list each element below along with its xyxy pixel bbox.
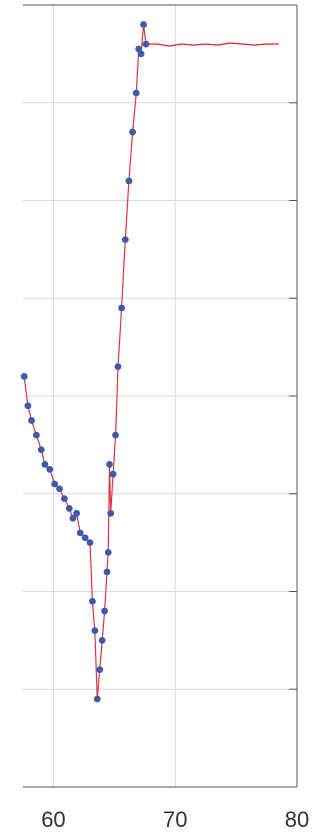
data-point xyxy=(98,636,106,644)
data-point xyxy=(132,89,140,97)
data-point xyxy=(103,568,111,576)
data-point xyxy=(28,417,35,424)
data-point xyxy=(125,177,133,185)
data-point xyxy=(96,666,104,674)
x-tick-label: 80 xyxy=(285,807,309,832)
data-point xyxy=(129,128,137,136)
data-point xyxy=(86,539,94,547)
data-point xyxy=(81,534,89,542)
data-point xyxy=(118,304,126,312)
series-line xyxy=(23,24,147,700)
data-point xyxy=(51,480,59,488)
data-point xyxy=(61,495,68,503)
data-point xyxy=(20,373,28,380)
data-point xyxy=(104,549,112,556)
data-point xyxy=(89,597,96,605)
axes-group xyxy=(23,4,298,788)
x-tick-label: 70 xyxy=(163,807,187,832)
data-point xyxy=(69,514,77,522)
data-point xyxy=(114,363,122,371)
data-point xyxy=(65,505,73,512)
data-point xyxy=(112,431,119,439)
data-point xyxy=(32,431,40,439)
data-point xyxy=(41,461,49,468)
data-point xyxy=(93,695,101,703)
data-point xyxy=(56,485,63,493)
x-tick-labels: 60 70 80 xyxy=(41,807,309,832)
data-point xyxy=(73,509,80,517)
data-point xyxy=(76,529,84,537)
data-point xyxy=(91,627,99,634)
data-point xyxy=(106,461,113,468)
data-point xyxy=(46,465,54,473)
data-point xyxy=(24,402,32,410)
x-tick-label: 60 xyxy=(41,807,65,832)
main-series-group xyxy=(20,21,150,703)
data-point xyxy=(37,446,45,454)
data-point xyxy=(142,40,150,48)
data-point xyxy=(140,21,147,28)
flat-series-group xyxy=(147,42,279,47)
data-point xyxy=(109,470,117,478)
data-point xyxy=(107,509,115,517)
data-point xyxy=(121,236,129,244)
grid-lines xyxy=(23,5,298,787)
data-point xyxy=(101,607,108,615)
data-point xyxy=(137,50,145,58)
flat-series-line xyxy=(147,42,279,47)
